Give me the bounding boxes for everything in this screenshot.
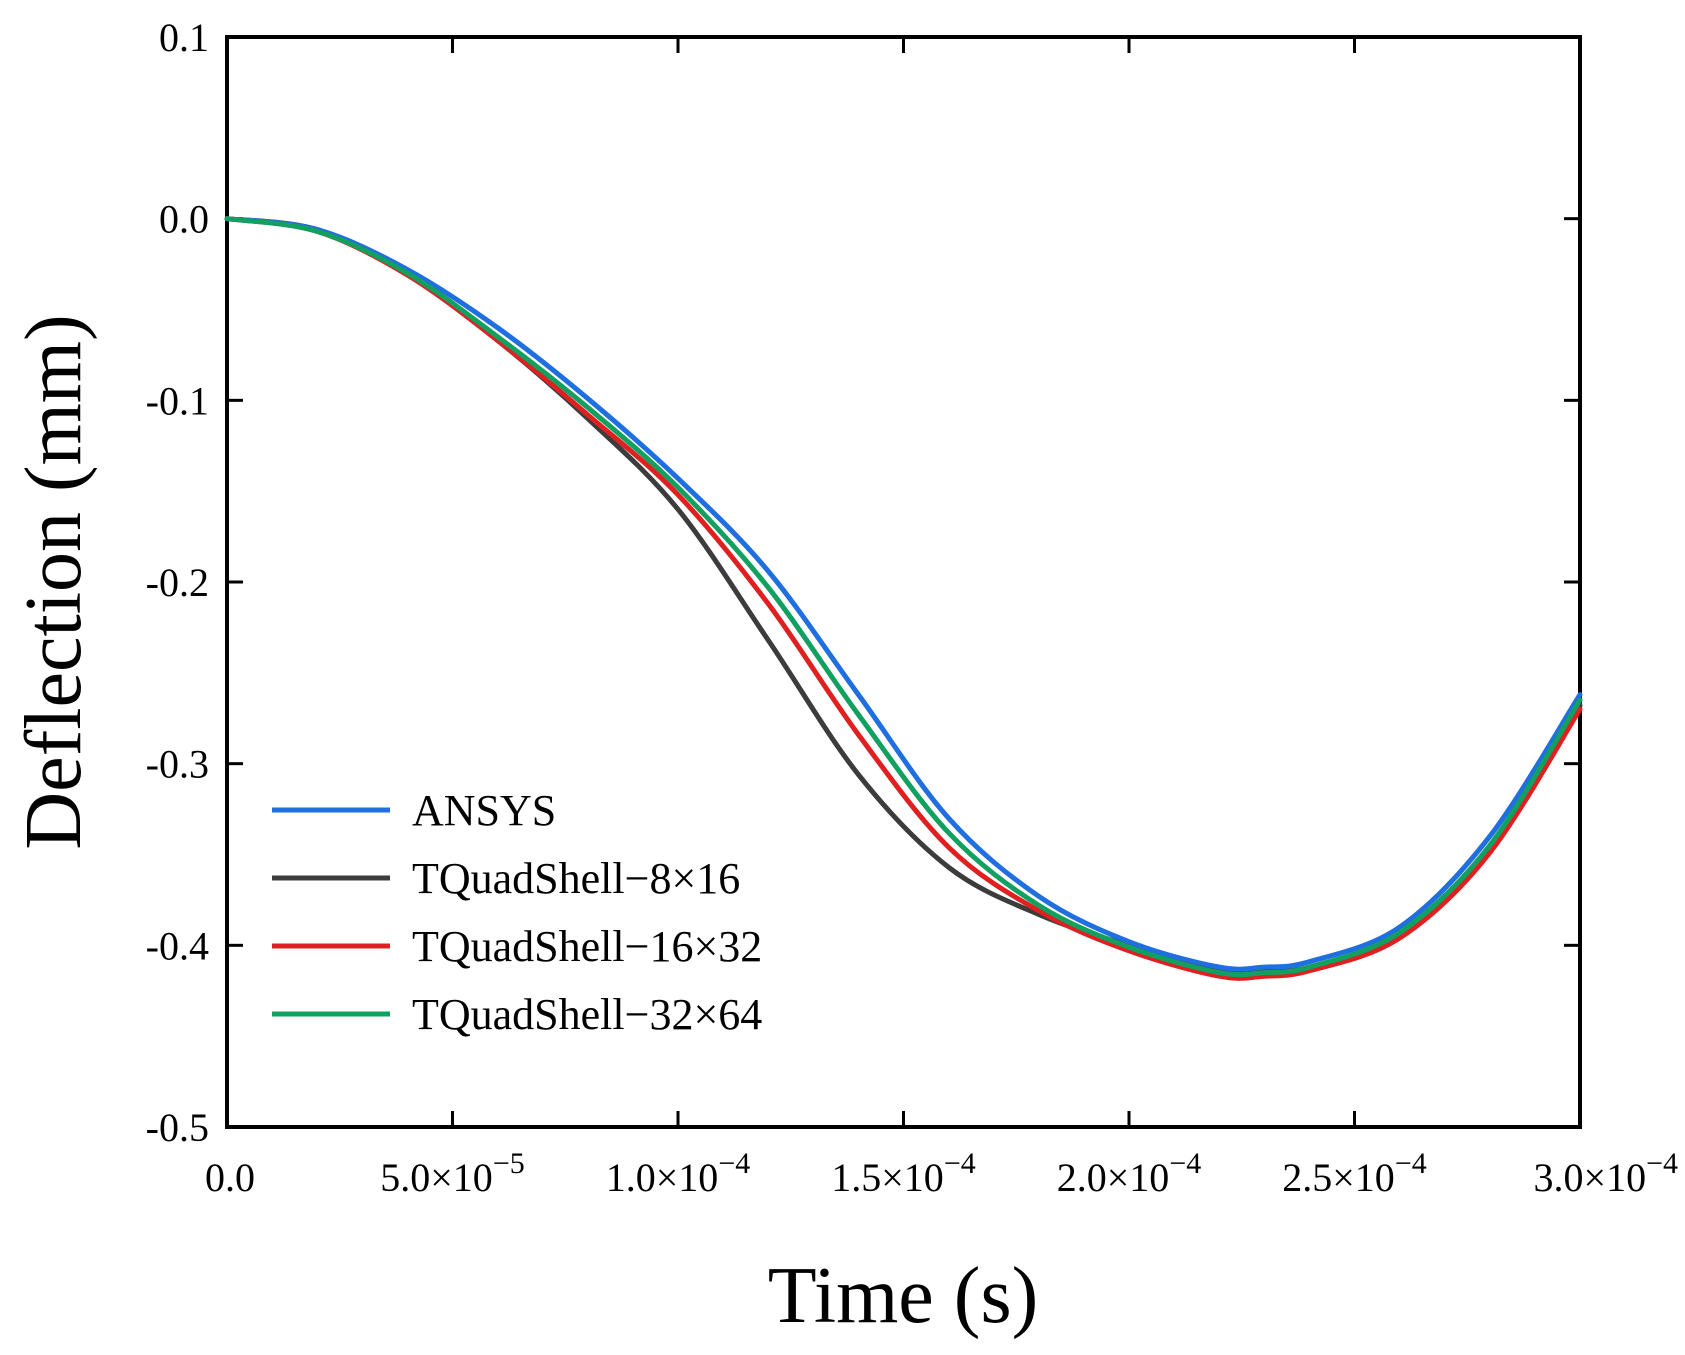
legend-label-3: TQuadShell−32×64 <box>412 990 762 1039</box>
ticks-group: 0.1 0.0 -0.1 -0.2 -0.3 -0.4 -0.5 0.0 5.0×10−5 1.0… <box>146 15 1678 1200</box>
x-tick-mantissa: 2.5×10 <box>1282 1155 1395 1200</box>
legend: ANSYS TQuadShell−8×16 TQuadShell−16×32 TQua… <box>272 786 762 1039</box>
legend-label-2: TQuadShell−16×32 <box>412 922 762 971</box>
x-axis-title: Time (s) <box>768 1252 1038 1340</box>
x-tick-label: 0.0 <box>205 1155 255 1200</box>
y-tick-label: -0.4 <box>146 923 209 968</box>
x-tick-label: 5.0×10−5 <box>380 1147 524 1200</box>
y-tick-label: 0.0 <box>159 197 209 242</box>
series-group <box>224 216 1583 981</box>
x-tick-exponent: −4 <box>1395 1147 1427 1180</box>
x-tick-exponent: −4 <box>944 1147 976 1180</box>
y-tick-label: 0.1 <box>159 15 209 60</box>
x-tick-exponent: −4 <box>718 1147 750 1180</box>
series-line-3 <box>224 216 1583 978</box>
x-tick-mantissa: 5.0×10 <box>380 1155 493 1200</box>
x-tick-label: 3.0×10−4 <box>1534 1147 1678 1200</box>
y-tick-label: -0.1 <box>146 378 209 423</box>
x-tick-label: 2.0×10−4 <box>1057 1147 1201 1200</box>
x-tick-exponent: −4 <box>1646 1147 1678 1180</box>
x-tick-mantissa: 3.0×10 <box>1534 1155 1647 1200</box>
x-tick-label: 2.5×10−4 <box>1282 1147 1426 1200</box>
x-tick-mantissa: 2.0×10 <box>1057 1155 1170 1200</box>
series-line-0 <box>224 216 1583 972</box>
y-tick-label: -0.5 <box>146 1105 209 1150</box>
y-tick-label: -0.2 <box>146 560 209 605</box>
y-axis-title: Deflection (mm) <box>10 314 98 849</box>
x-tick-mantissa: 1.5×10 <box>831 1155 944 1200</box>
legend-label-0: ANSYS <box>412 786 556 835</box>
legend-label-1: TQuadShell−8×16 <box>412 854 740 903</box>
x-tick-label: 1.0×10−4 <box>606 1147 750 1200</box>
y-tick-label: -0.3 <box>146 742 209 787</box>
x-tick-mantissa: 0.0 <box>205 1155 255 1200</box>
x-tick-label: 1.5×10−4 <box>831 1147 975 1200</box>
x-tick-exponent: −4 <box>1169 1147 1201 1180</box>
x-tick-exponent: −5 <box>493 1147 525 1180</box>
x-tick-mantissa: 1.0×10 <box>606 1155 719 1200</box>
